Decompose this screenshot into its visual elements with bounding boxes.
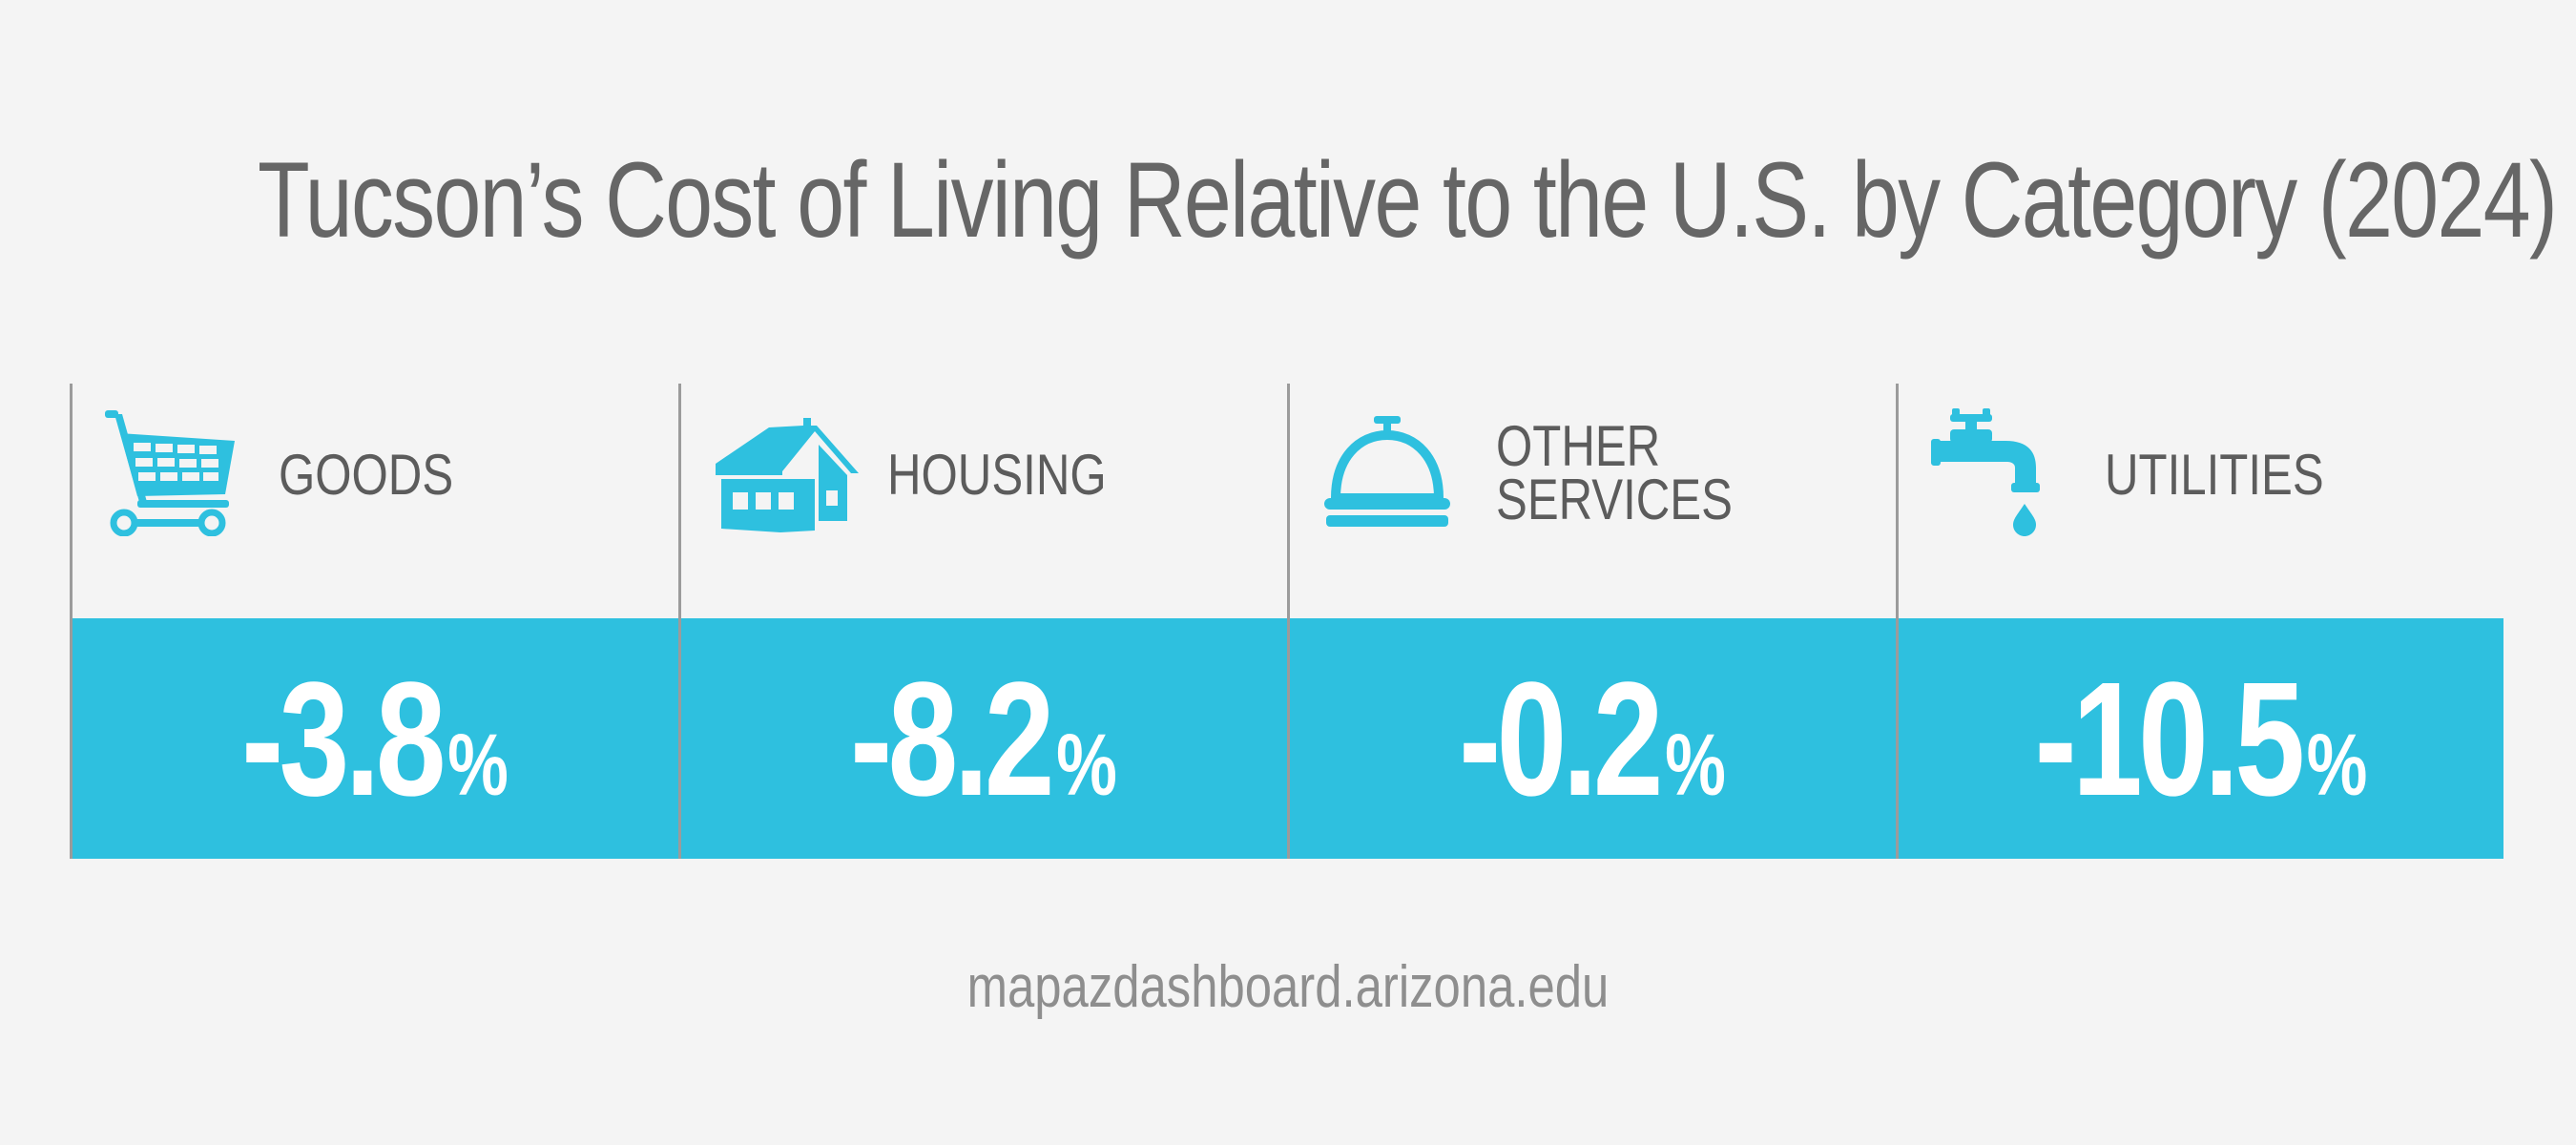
category-value: -3.8% [241,649,509,830]
category-label: OTHER SERVICES [1496,414,1733,531]
shopping-cart-icon [105,410,235,536]
category-value: -10.5% [2034,649,2368,830]
column-divider [678,384,681,859]
category-value: -8.2% [850,649,1117,830]
column-divider [1287,384,1290,859]
column-divider [1896,384,1899,859]
service-bell-icon [1324,416,1450,527]
page-title: Tucson’s Cost of Living Relative to the … [258,140,2558,260]
category-value: -0.2% [1459,649,1726,830]
faucet-icon [1931,408,2040,536]
source-url: mapazdashboard.arizona.edu [966,954,1610,1020]
house-icon [716,418,859,532]
category-label: HOUSING [887,443,1107,507]
category-label: UTILITIES [2105,443,2324,507]
column-divider [70,384,73,859]
category-label: GOODS [279,443,454,507]
